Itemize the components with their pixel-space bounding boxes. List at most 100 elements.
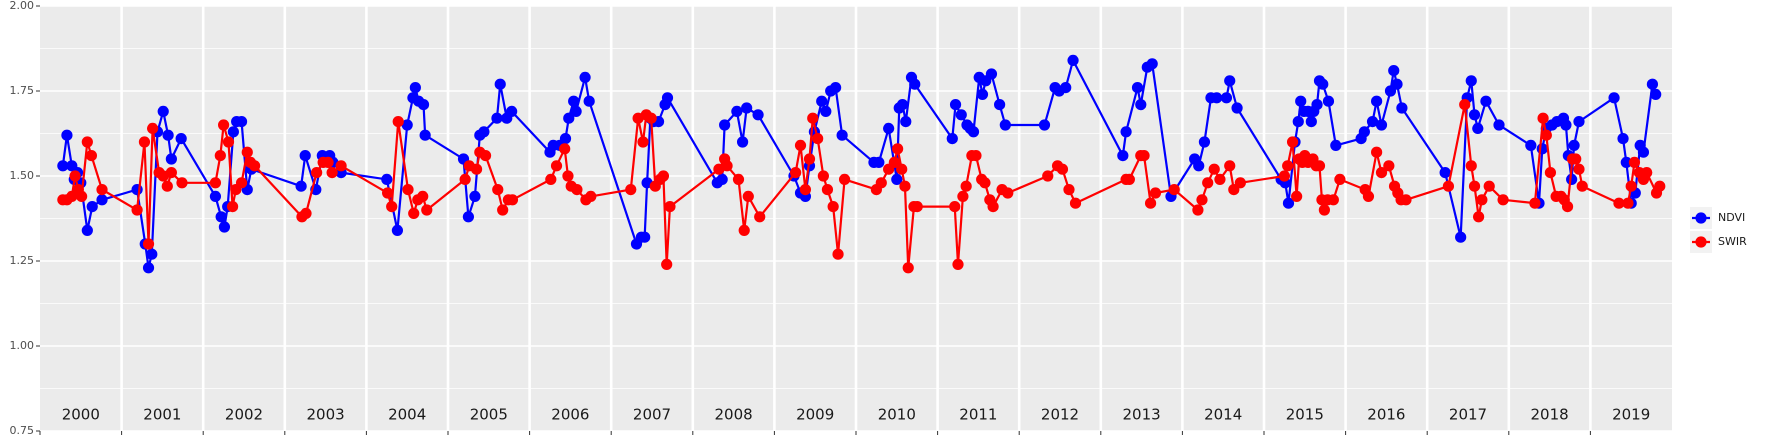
- point: [147, 122, 159, 134]
- point: [830, 82, 842, 94]
- point: [131, 204, 143, 216]
- year-label: 2012: [1041, 406, 1079, 424]
- point: [1396, 102, 1408, 114]
- point: [1295, 95, 1307, 107]
- point: [1459, 99, 1471, 111]
- point: [803, 153, 816, 165]
- point: [409, 82, 421, 94]
- point: [664, 201, 676, 213]
- point: [1573, 116, 1585, 128]
- point: [911, 201, 923, 213]
- point: [661, 258, 673, 270]
- point: [571, 184, 583, 196]
- point: [299, 150, 311, 162]
- point: [1318, 204, 1330, 216]
- point: [1196, 194, 1208, 206]
- point: [550, 160, 563, 172]
- point: [1561, 201, 1574, 213]
- point: [1138, 150, 1150, 162]
- point: [497, 204, 509, 216]
- point: [1168, 184, 1180, 196]
- point: [754, 211, 766, 223]
- point: [1455, 231, 1467, 243]
- point: [562, 170, 574, 182]
- point: [209, 177, 222, 189]
- y-tick-label: 1.75: [10, 84, 35, 97]
- point: [218, 221, 231, 233]
- point: [891, 173, 903, 185]
- point: [138, 136, 151, 148]
- point: [1220, 92, 1233, 104]
- point: [1472, 122, 1484, 134]
- point: [131, 184, 143, 196]
- year-label: 2002: [225, 406, 263, 424]
- point: [494, 78, 506, 90]
- point: [1214, 173, 1226, 185]
- point: [585, 190, 597, 202]
- point: [1208, 163, 1220, 175]
- point: [875, 177, 887, 189]
- point: [295, 180, 307, 192]
- point: [1439, 167, 1451, 179]
- point: [838, 173, 851, 185]
- point: [836, 129, 848, 141]
- point: [1646, 78, 1659, 90]
- point: [719, 119, 731, 131]
- point: [1371, 146, 1383, 158]
- point: [1311, 99, 1323, 111]
- point: [1317, 78, 1329, 90]
- point: [175, 133, 187, 145]
- point: [235, 177, 248, 189]
- point: [563, 112, 575, 124]
- point: [999, 119, 1011, 131]
- point: [1465, 75, 1477, 87]
- point: [1135, 99, 1147, 111]
- point: [1211, 92, 1223, 104]
- point: [732, 173, 745, 185]
- point: [970, 150, 982, 162]
- point: [738, 224, 750, 236]
- point: [1617, 133, 1629, 145]
- point: [491, 112, 503, 124]
- y-tick-label: 1.00: [10, 339, 35, 352]
- point: [1278, 170, 1290, 182]
- point: [1536, 143, 1548, 155]
- point: [146, 248, 158, 260]
- point: [165, 167, 177, 179]
- point: [492, 184, 504, 196]
- point: [1375, 167, 1388, 179]
- point: [86, 201, 98, 213]
- point: [987, 201, 999, 213]
- point: [57, 160, 69, 172]
- point: [1067, 54, 1079, 66]
- point: [142, 262, 155, 274]
- point: [1366, 116, 1379, 128]
- point: [657, 170, 670, 182]
- point: [1282, 160, 1294, 172]
- point: [1069, 197, 1082, 209]
- point: [545, 173, 557, 185]
- point: [1327, 194, 1339, 206]
- point: [1123, 173, 1135, 185]
- point: [1568, 139, 1580, 151]
- point: [1060, 82, 1072, 94]
- point: [227, 126, 239, 138]
- point: [1038, 119, 1051, 131]
- point: [946, 133, 958, 145]
- point: [994, 99, 1006, 111]
- point: [382, 187, 394, 199]
- year-label: 2004: [388, 406, 426, 424]
- point: [1375, 119, 1388, 131]
- point: [61, 129, 73, 141]
- point: [1131, 82, 1144, 94]
- year-label: 2011: [959, 406, 997, 424]
- point: [157, 105, 169, 117]
- y-tick-label: 1.50: [10, 169, 35, 182]
- point: [142, 238, 155, 250]
- point: [161, 180, 173, 192]
- point: [637, 136, 649, 148]
- point: [218, 119, 230, 131]
- year-label: 2006: [551, 406, 589, 424]
- point: [896, 163, 908, 175]
- point: [1120, 126, 1132, 138]
